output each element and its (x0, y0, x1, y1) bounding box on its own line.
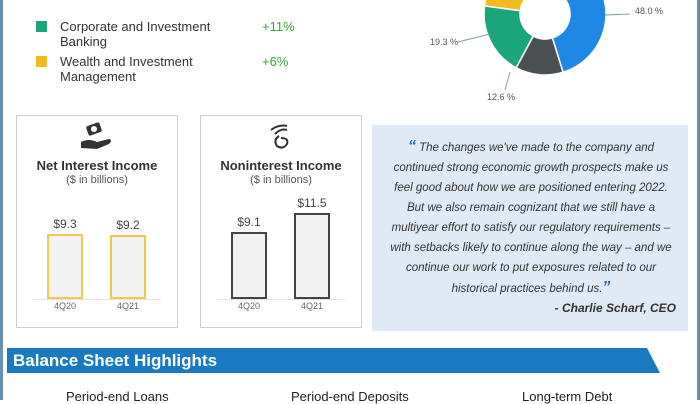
column-heading-deposits: Period-end Deposits (291, 389, 409, 404)
bar-category-label: 4Q20 (53, 301, 77, 311)
card-subtitle: ($ in billions) (66, 174, 128, 186)
money-hand-icon (81, 122, 111, 149)
bar-4Q21 (110, 235, 146, 299)
slice-label-48: 48.0 % (635, 6, 663, 16)
axis-baseline (217, 299, 345, 300)
section-title: Balance Sheet Highlights (13, 351, 218, 370)
bar-4Q20 (47, 234, 83, 299)
section-banner: Balance Sheet Highlights (7, 348, 660, 373)
quote-author: - Charlie Scharf, CEO (554, 301, 676, 315)
ceo-quote: “ The changes we've made to the company … (372, 125, 688, 331)
card-title: Noninterest Income (220, 158, 342, 173)
legend-swatch (36, 56, 47, 67)
leader-line (604, 13, 631, 16)
donut-chart: 48.0 % 19.3 % 12.6 % (430, 0, 663, 102)
bar-4Q21 (294, 212, 330, 299)
card-title: Net Interest Income (36, 158, 158, 173)
bar-value-label: $9.2 (116, 218, 140, 233)
bar-4Q20 (231, 232, 267, 299)
bar-category-label: 4Q21 (116, 301, 140, 311)
open-quote-mark: “ (407, 138, 416, 155)
bar-category-label: 4Q21 (300, 301, 324, 311)
leader-line (504, 71, 511, 91)
legend-label: Wealth and Investment Management (60, 54, 193, 84)
card-noninterest-income: Noninterest Income ($ in billions) $9.1 4… (200, 115, 362, 328)
column-heading-loans: Period-end Loans (66, 389, 169, 404)
legend-swatch (36, 21, 47, 32)
card-subtitle: ($ in billions) (250, 174, 312, 186)
quote-text-block: “ The changes we've made to the company … (384, 137, 678, 299)
bar-value-label: $9.1 (237, 215, 261, 230)
legend-label: Corporate and Investment Banking (60, 19, 211, 49)
quote-text: The changes we've made to the company an… (390, 142, 672, 295)
card-net-interest-income: Net Interest Income ($ in billions) $9.3… (16, 115, 178, 328)
donut-slice-3 (483, 0, 526, 12)
coin-hand-icon (270, 124, 289, 149)
legend-change: +6% (262, 54, 289, 69)
donut-slice-0 (551, 0, 607, 74)
bar-category-label: 4Q20 (237, 301, 261, 311)
column-heading-debt: Long-term Debt (522, 389, 613, 404)
slice-label-12: 12.6 % (487, 92, 515, 102)
bar-value-label: $9.3 (53, 217, 77, 232)
legend-change: +11% (262, 19, 295, 34)
axis-baseline (33, 299, 161, 300)
close-quote-mark: ” (602, 279, 611, 296)
slice-label-19: 19.3 % (430, 37, 458, 47)
leader-line (457, 33, 491, 43)
bar-value-label: $11.5 (297, 195, 327, 210)
